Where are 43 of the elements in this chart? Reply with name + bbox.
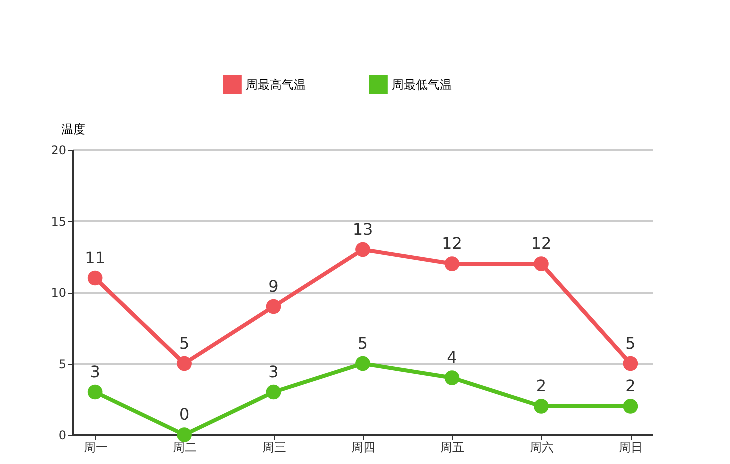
point: [534, 256, 549, 272]
data-label: 11: [85, 248, 106, 268]
point: [177, 428, 192, 442]
data-label: 12: [442, 234, 462, 253]
point: [444, 370, 460, 386]
x-tick-label: 周日: [619, 440, 644, 454]
x-tick-label: 周六: [530, 440, 554, 454]
y-axis-title: 温度: [62, 122, 86, 136]
data-label: 5: [358, 334, 368, 353]
point: [177, 356, 192, 372]
x-tick-label: 周四: [352, 440, 376, 454]
point: [266, 299, 282, 314]
y-tick-label: 5: [58, 357, 66, 372]
legend-label: 周最高气温: [246, 78, 306, 92]
data-label: 5: [626, 334, 636, 353]
point: [623, 399, 638, 414]
y-tick-label: 0: [58, 428, 66, 442]
x-tick-label: 周五: [440, 440, 465, 454]
data-label: 9: [268, 276, 279, 296]
x-tick-label: 周二: [173, 440, 198, 454]
legend-label: 周最低气温: [392, 78, 452, 92]
x-tick-label: 周三: [262, 440, 286, 454]
point: [444, 256, 460, 272]
point: [356, 242, 370, 258]
data-label: 0: [179, 405, 190, 424]
point: [266, 384, 282, 400]
x-tick-label: 周一: [84, 440, 108, 454]
data-label: 5: [179, 334, 190, 353]
data-label: 13: [352, 220, 374, 239]
point: [356, 356, 370, 372]
data-label: 2: [626, 376, 636, 396]
y-tick-label: 20: [51, 144, 66, 158]
y-tick-label: 10: [51, 286, 66, 300]
data-label: 2: [536, 376, 547, 396]
point: [88, 384, 103, 400]
y-tick-label: 15: [51, 214, 66, 229]
point: [623, 356, 638, 372]
point: [88, 270, 103, 286]
data-label: 12: [531, 234, 552, 253]
data-label: 4: [447, 348, 458, 367]
data-label: 3: [268, 362, 279, 382]
point: [534, 399, 549, 414]
data-label: 3: [90, 362, 100, 382]
